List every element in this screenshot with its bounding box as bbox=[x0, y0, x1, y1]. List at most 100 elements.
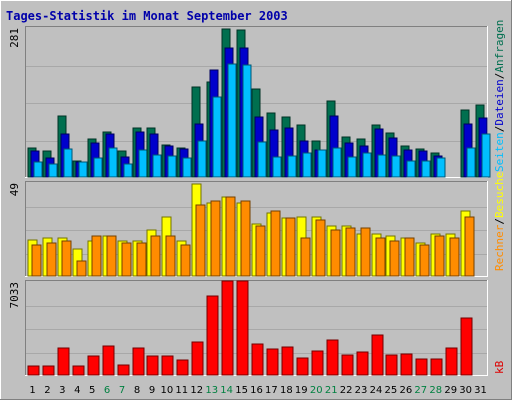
day-label-4: 4 bbox=[74, 385, 80, 396]
bar-rechner-day-6 bbox=[106, 235, 117, 277]
bar-kb-day-7 bbox=[117, 364, 130, 376]
bar-kb-day-26 bbox=[400, 353, 413, 376]
day-label-30: 30 bbox=[459, 385, 472, 396]
bar-rechner-day-7 bbox=[121, 242, 132, 277]
legend-anfragen: Anfragen bbox=[493, 20, 506, 73]
bar-seiten-day-4 bbox=[78, 161, 88, 178]
bar-kb-day-1 bbox=[27, 365, 40, 376]
bar-rechner-day-14 bbox=[225, 196, 236, 277]
legend-kb: kB bbox=[493, 360, 506, 374]
bar-rechner-day-11 bbox=[180, 244, 191, 277]
bar-rechner-day-20 bbox=[315, 219, 326, 277]
bar-seiten-day-28 bbox=[436, 157, 446, 178]
bar-seiten-day-2 bbox=[48, 163, 58, 178]
bar-rechner-day-10 bbox=[165, 235, 176, 277]
bar-kb-day-5 bbox=[87, 355, 100, 376]
bar-kb-day-11 bbox=[176, 359, 189, 376]
day-label-11: 11 bbox=[175, 385, 188, 396]
legend-: / bbox=[493, 73, 506, 80]
bar-rechner-day-29 bbox=[449, 237, 460, 277]
day-label-3: 3 bbox=[59, 385, 65, 396]
bar-rechner-day-23 bbox=[360, 227, 371, 277]
bar-seiten-day-10 bbox=[167, 155, 177, 178]
bar-seiten-day-16 bbox=[257, 141, 267, 178]
bar-rechner-day-3 bbox=[61, 240, 72, 277]
bar-kb-day-29 bbox=[445, 347, 458, 376]
bar-seiten-day-7 bbox=[123, 163, 133, 178]
bar-seiten-day-5 bbox=[93, 157, 103, 178]
day-label-9: 9 bbox=[149, 385, 155, 396]
day-label-21: 21 bbox=[325, 385, 338, 396]
bar-rechner-day-2 bbox=[46, 242, 57, 277]
day-label-22: 22 bbox=[340, 385, 353, 396]
x-axis-day-labels: 1 2 3 4 5 6 7 8 9 10 11 12 13 14 15 16 17 18 19 20 21 22 23 24 2… bbox=[29, 385, 487, 396]
bar-kb-day-28 bbox=[430, 358, 443, 376]
bar-kb-day-6 bbox=[102, 345, 115, 376]
day-label-2: 2 bbox=[44, 385, 50, 396]
bar-kb-day-27 bbox=[415, 358, 428, 376]
bar-seiten-day-15 bbox=[242, 64, 252, 178]
bar-rechner-day-28 bbox=[434, 235, 445, 277]
panel-visits: 49 Rechner/Besuche bbox=[8, 172, 506, 277]
bar-seiten-day-30 bbox=[466, 147, 476, 178]
bar-rechner-day-19 bbox=[300, 237, 311, 277]
bar-kb-day-8 bbox=[132, 347, 145, 376]
bar-kb-day-25 bbox=[385, 354, 398, 376]
series-legend: kB bbox=[493, 360, 506, 374]
bar-kb-day-19 bbox=[296, 357, 309, 376]
bar-rechner-day-12 bbox=[195, 204, 206, 277]
day-label-28: 28 bbox=[429, 385, 442, 396]
day-label-8: 8 bbox=[134, 385, 140, 396]
bar-kb-day-12 bbox=[191, 341, 204, 376]
day-label-10: 10 bbox=[161, 385, 174, 396]
day-label-6: 6 bbox=[104, 385, 110, 396]
day-label-7: 7 bbox=[119, 385, 125, 396]
bar-seiten-day-27 bbox=[421, 160, 431, 178]
day-label-31: 31 bbox=[474, 385, 487, 396]
chart-title: Tages-Statistik im Monat September 2003 bbox=[6, 9, 288, 23]
bar-rechner-day-21 bbox=[330, 229, 341, 277]
legend-: / bbox=[493, 126, 506, 133]
day-label-18: 18 bbox=[280, 385, 293, 396]
day-label-14: 14 bbox=[220, 385, 233, 396]
bar-rechner-day-13 bbox=[210, 200, 221, 277]
bar-kb-day-9 bbox=[146, 355, 159, 376]
day-label-12: 12 bbox=[190, 385, 203, 396]
bar-kb-day-22 bbox=[341, 354, 354, 376]
legend-dateien: Dateien bbox=[493, 79, 506, 125]
y-max-label: 7033 bbox=[8, 282, 21, 309]
bar-seiten-day-31 bbox=[481, 133, 491, 178]
day-label-15: 15 bbox=[235, 385, 248, 396]
bar-kb-day-2 bbox=[42, 365, 55, 376]
bar-seiten-day-13 bbox=[212, 96, 222, 178]
bar-seiten-day-21 bbox=[332, 147, 342, 178]
day-label-13: 13 bbox=[205, 385, 218, 396]
bar-kb-day-30 bbox=[460, 317, 473, 376]
series-legend: Rechner/Besuche bbox=[493, 172, 506, 271]
series-legend: Seiten/Dateien/Anfragen bbox=[493, 20, 506, 172]
bar-kb-day-14 bbox=[221, 280, 234, 376]
bar-seiten-day-14 bbox=[227, 63, 237, 178]
legend-besuche: Besuche bbox=[493, 172, 506, 218]
bar-kb-day-23 bbox=[356, 351, 369, 376]
day-label-20: 20 bbox=[310, 385, 323, 396]
panel-kb: 7033 kB bbox=[8, 280, 506, 376]
bar-seiten-day-1 bbox=[33, 161, 43, 178]
bar-rechner-day-1 bbox=[31, 244, 42, 277]
day-label-24: 24 bbox=[370, 385, 383, 396]
day-label-17: 17 bbox=[265, 385, 278, 396]
legend-: / bbox=[493, 218, 506, 225]
day-label-16: 16 bbox=[250, 385, 263, 396]
bar-seiten-day-11 bbox=[182, 157, 192, 178]
day-label-26: 26 bbox=[400, 385, 413, 396]
bar-kb-day-4 bbox=[72, 365, 85, 376]
bar-rechner-day-17 bbox=[270, 210, 281, 277]
bar-rechner-day-4 bbox=[76, 260, 87, 277]
bar-rechner-day-22 bbox=[345, 227, 356, 277]
bar-kb-day-18 bbox=[281, 346, 294, 376]
bar-seiten-day-8 bbox=[138, 149, 148, 178]
bar-kb-day-3 bbox=[57, 347, 70, 376]
bar-seiten-day-26 bbox=[406, 160, 416, 178]
bar-rechner-day-27 bbox=[419, 244, 430, 277]
